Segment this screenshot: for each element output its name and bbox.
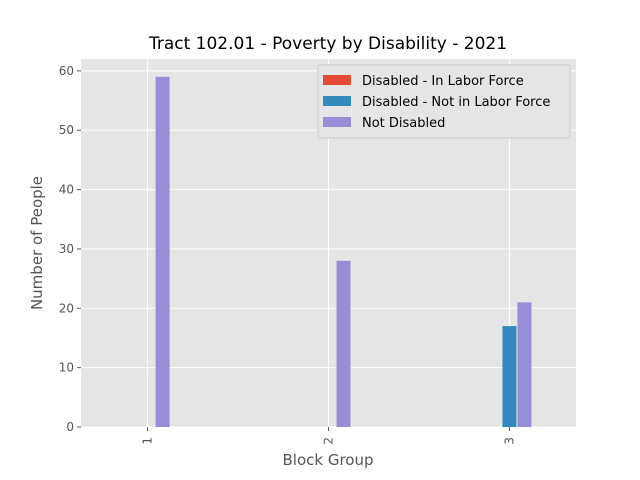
legend-swatch xyxy=(323,96,351,106)
chart-title: Tract 102.01 - Poverty by Disability - 2… xyxy=(148,34,507,54)
legend-swatch xyxy=(323,117,351,127)
x-tick-label: 2 xyxy=(322,437,336,445)
legend-label: Not Disabled xyxy=(362,116,445,131)
legend-box xyxy=(317,64,571,139)
y-tick-label: 20 xyxy=(59,301,74,315)
y-axis-label: Number of People xyxy=(28,176,46,310)
x-tick-label: 3 xyxy=(502,437,516,445)
legend: Disabled - In Labor Force Disabled - Not … xyxy=(317,64,571,139)
y-axis-ticks: 0 10 20 30 40 50 60 xyxy=(59,64,81,434)
y-tick-label: 40 xyxy=(59,183,74,197)
bar xyxy=(517,302,532,427)
y-tick-label: 0 xyxy=(66,420,74,434)
x-axis-ticks: 1 2 3 xyxy=(141,427,516,445)
y-tick-label: 10 xyxy=(59,361,74,375)
bar xyxy=(336,260,351,427)
legend-swatch xyxy=(323,75,351,85)
x-axis-label: Block Group xyxy=(282,451,373,469)
legend-label: Disabled - In Labor Force xyxy=(362,74,524,89)
y-tick-label: 50 xyxy=(59,123,74,137)
bars xyxy=(155,76,532,427)
x-tick-label: 1 xyxy=(141,437,155,445)
bar xyxy=(502,326,517,427)
y-tick-label: 60 xyxy=(59,64,74,78)
legend-label: Disabled - Not in Labor Force xyxy=(362,95,550,110)
y-tick-label: 30 xyxy=(59,242,74,256)
bar xyxy=(155,76,170,427)
